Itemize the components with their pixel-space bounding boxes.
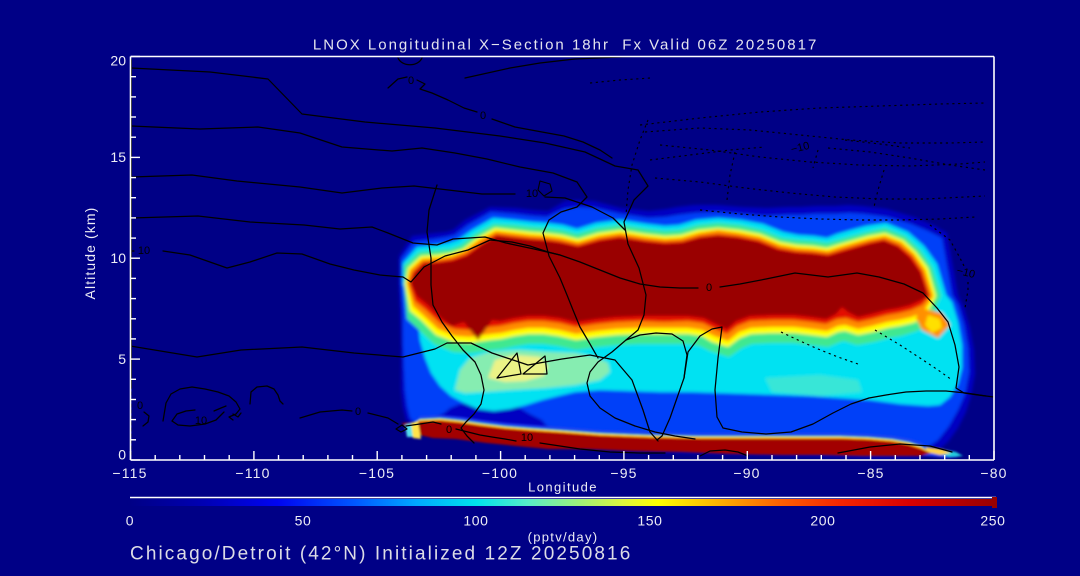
svg-text:250: 250 <box>980 513 1005 529</box>
svg-text:(pptv/day): (pptv/day) <box>528 530 599 545</box>
svg-text:−85: −85 <box>857 465 884 481</box>
svg-text:LNOX Longitudinal X−Section 18: LNOX Longitudinal X−Section 18hr Fx Vali… <box>313 37 818 54</box>
svg-text:0: 0 <box>137 400 143 412</box>
svg-text:0: 0 <box>126 513 134 529</box>
svg-text:−95: −95 <box>610 465 637 481</box>
svg-text:−90: −90 <box>733 465 760 481</box>
svg-text:−110: −110 <box>235 465 270 481</box>
svg-text:−115: −115 <box>112 465 147 481</box>
svg-text:0: 0 <box>408 75 414 87</box>
svg-text:50: 50 <box>295 513 312 529</box>
svg-text:Longitude: Longitude <box>528 480 598 495</box>
svg-text:10: 10 <box>195 415 207 427</box>
svg-text:0: 0 <box>446 424 452 436</box>
svg-text:10: 10 <box>110 250 126 266</box>
svg-text:10: 10 <box>138 245 150 257</box>
svg-text:Altitude (km): Altitude (km) <box>82 207 98 300</box>
svg-text:10: 10 <box>521 432 533 444</box>
svg-text:100: 100 <box>463 513 488 529</box>
svg-text:10: 10 <box>526 188 538 200</box>
svg-text:20: 20 <box>110 53 126 69</box>
svg-text:15: 15 <box>110 149 126 165</box>
svg-text:−80: −80 <box>980 465 1007 481</box>
svg-text:150: 150 <box>637 513 662 529</box>
svg-text:5: 5 <box>118 351 126 367</box>
svg-text:0: 0 <box>355 406 361 418</box>
svg-text:−100: −100 <box>482 465 518 481</box>
svg-text:200: 200 <box>810 513 835 529</box>
svg-text:0: 0 <box>480 110 486 122</box>
svg-text:−10: −10 <box>790 140 811 156</box>
svg-text:−105: −105 <box>359 465 395 481</box>
svg-text:0: 0 <box>706 282 712 294</box>
svg-text:−10: −10 <box>955 265 976 281</box>
svg-text:0: 0 <box>118 447 126 463</box>
svg-text:Chicago/Detroit (42°N) Initial: Chicago/Detroit (42°N) Initialized 12Z 2… <box>130 544 632 565</box>
